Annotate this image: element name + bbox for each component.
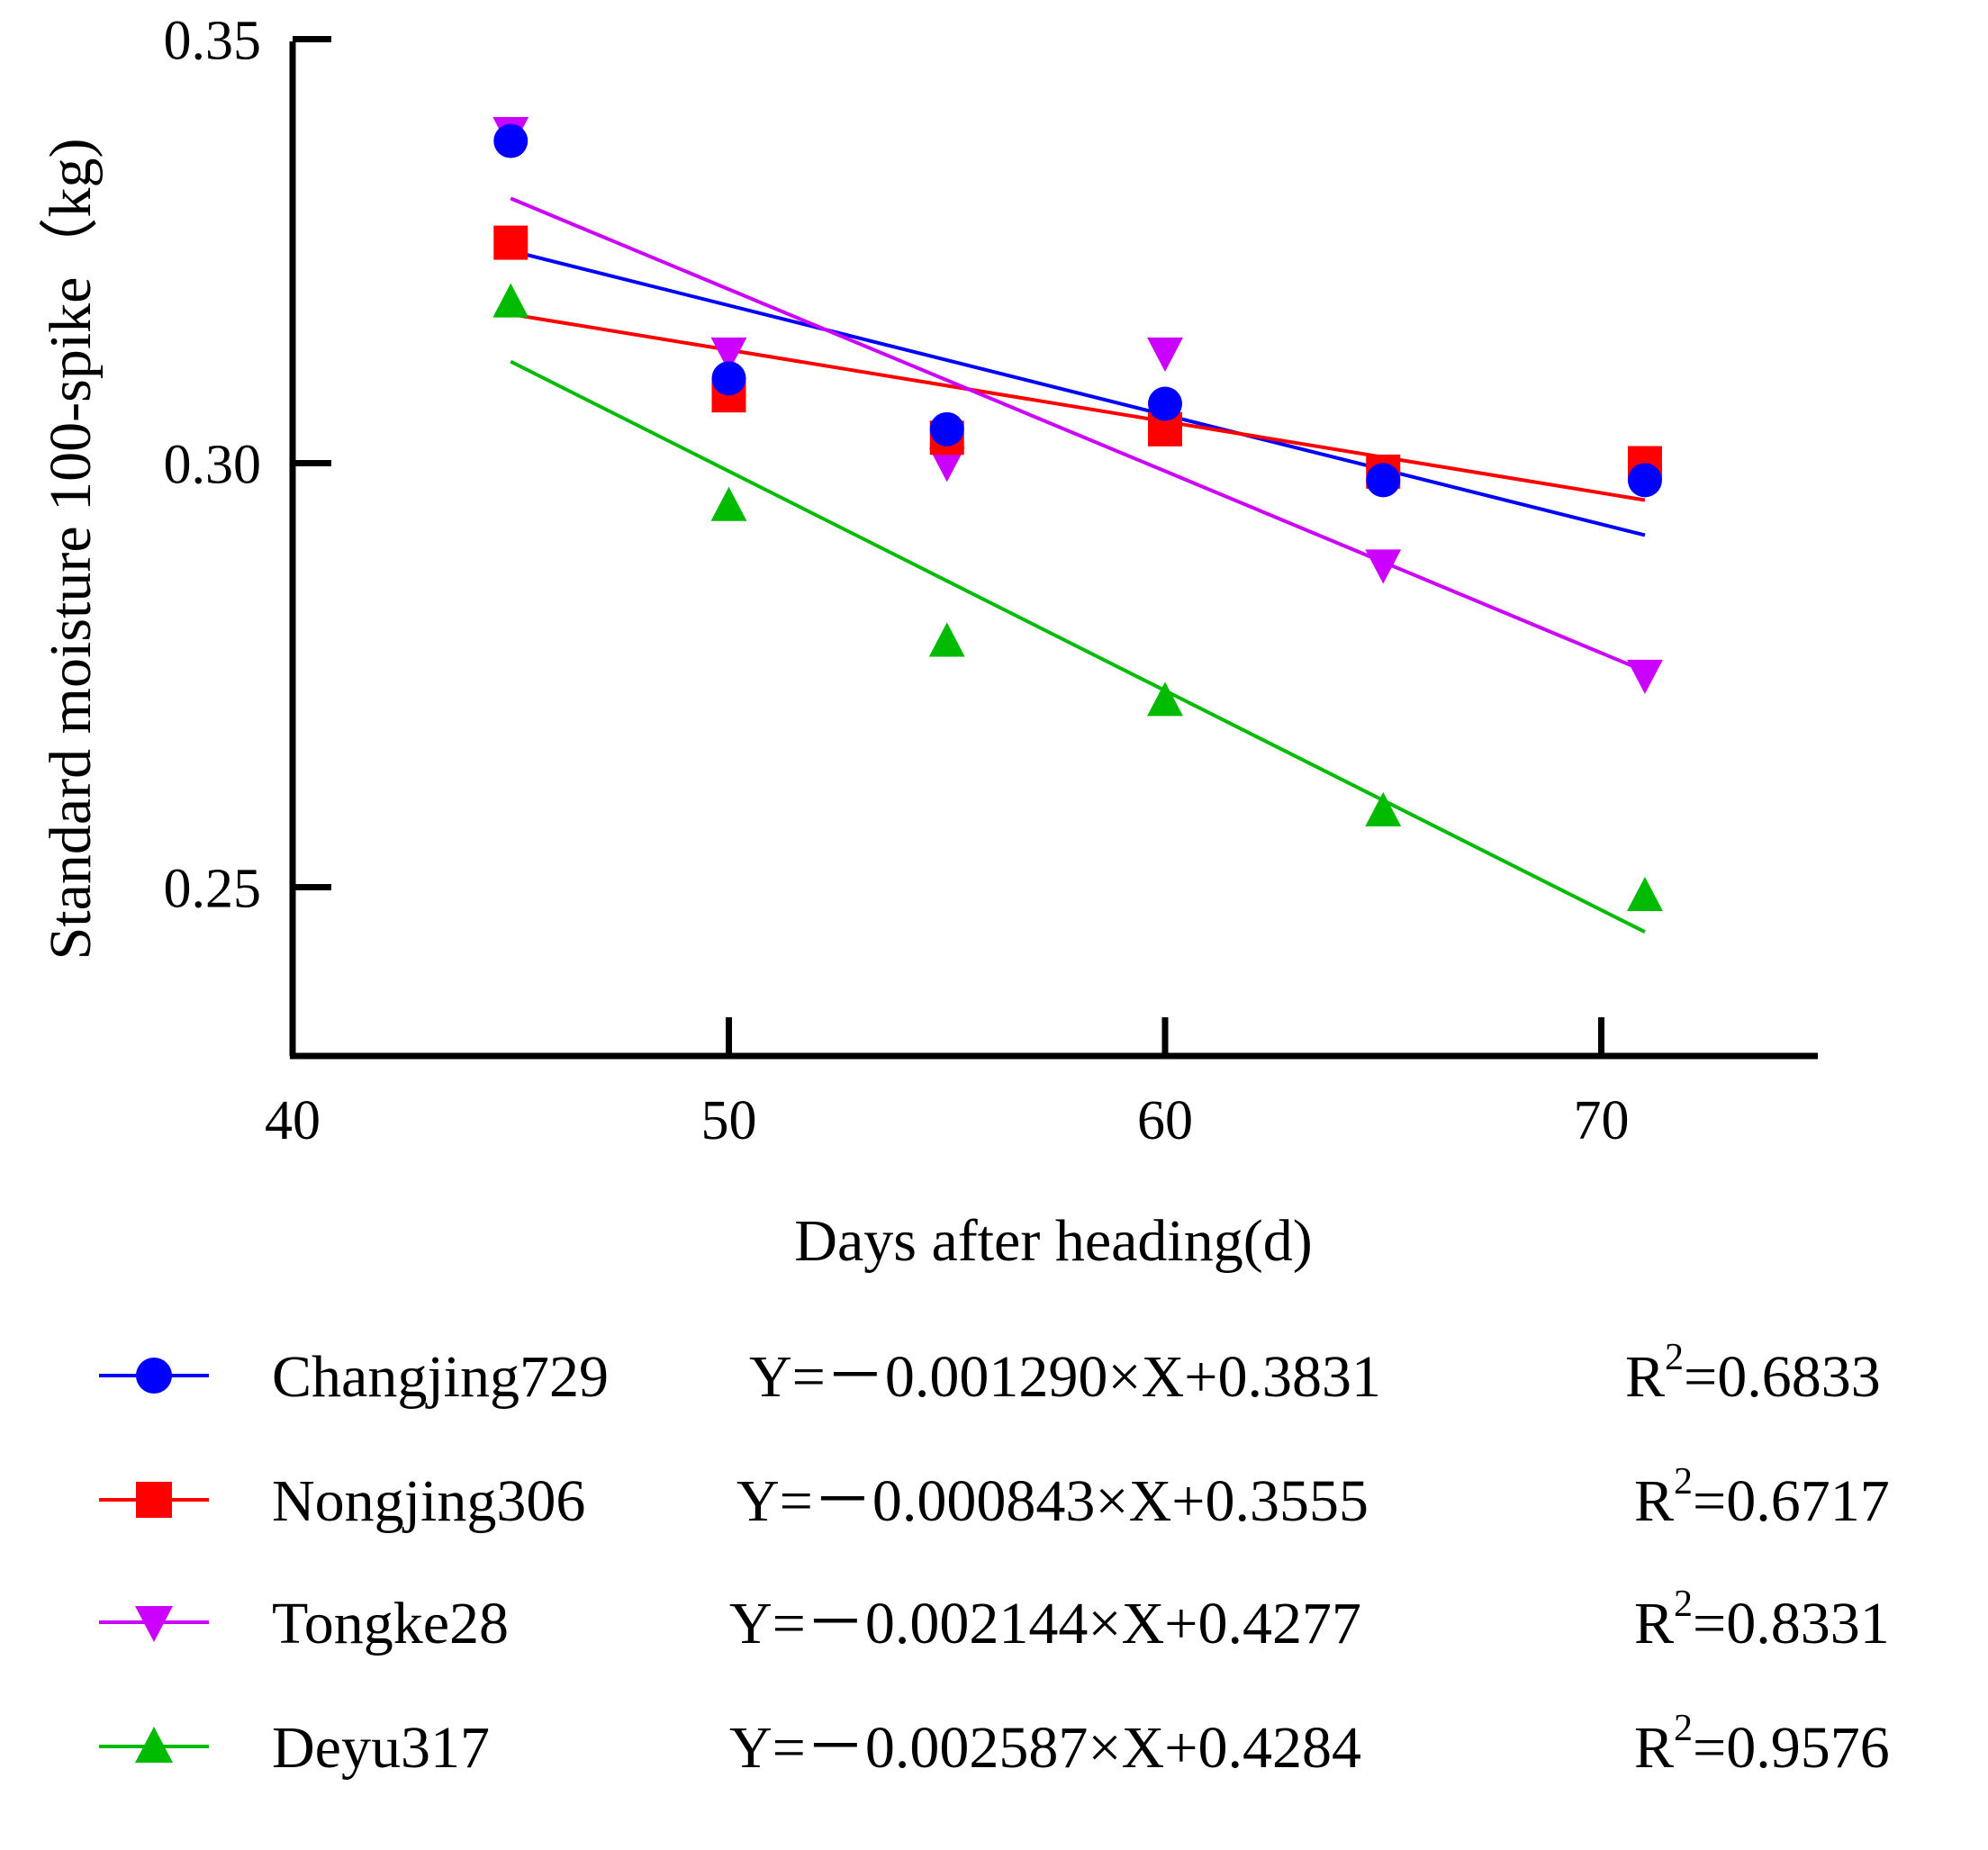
- data-point-changjing729: [929, 411, 964, 447]
- legend-equation: Y=－0.002587×X+0.4284: [729, 1715, 1361, 1781]
- y-tick-label: 0.30: [164, 435, 262, 496]
- data-point-tongke28: [1365, 549, 1402, 584]
- data-point-deyu317: [492, 283, 529, 318]
- legend-r-value: =0.9576: [1693, 1715, 1890, 1781]
- legend-r-superscript: 2: [1665, 1337, 1684, 1378]
- y-axis-title: Standard moisture 100-spike（kg): [38, 139, 104, 961]
- data-point-deyu317: [928, 622, 965, 657]
- data-point-changjing729: [711, 361, 746, 396]
- legend-equation: Y=－0.002144×X+0.4277: [729, 1591, 1361, 1656]
- legend-r-letter: R: [1625, 1344, 1665, 1410]
- data-point-tongke28: [1147, 337, 1183, 372]
- legend-swatch-marker: [135, 1727, 173, 1764]
- legend-swatch-marker: [136, 1482, 172, 1518]
- legend-equation: Y=－0.000843×X+0.3555: [736, 1468, 1369, 1534]
- legend-r-value: =0.8331: [1693, 1591, 1890, 1656]
- data-point-changjing729: [1627, 463, 1662, 498]
- legend-series-name: Nongjing306: [272, 1468, 585, 1534]
- y-tick-label: 0.25: [164, 859, 262, 920]
- legend-swatch-marker: [135, 1605, 173, 1642]
- legend-series-name: Tongke28: [272, 1591, 509, 1656]
- legend-swatch-marker: [136, 1358, 172, 1394]
- data-points: [492, 116, 1663, 912]
- legend-item-tongke28: Tongke28 Y=－0.002144×X+0.4277 R2=0.8331: [99, 1584, 1890, 1656]
- legend-item-changjing729: Changjing729 Y=－0.001290×X+0.3831 R2=0.683…: [99, 1337, 1881, 1410]
- legend-equation: Y=－0.001290×X+0.3831: [749, 1344, 1381, 1410]
- legend: Changjing729 Y=－0.001290×X+0.3831 R2=0.683…: [99, 1337, 1890, 1781]
- data-point-deyu317: [1147, 681, 1183, 717]
- x-tick-label: 50: [701, 1090, 757, 1151]
- data-point-deyu317: [1627, 877, 1663, 912]
- data-point-deyu317: [710, 486, 747, 521]
- data-point-tongke28: [1627, 659, 1663, 694]
- legend-r-squared: R2=0.6717: [1634, 1461, 1890, 1534]
- legend-series-name: Deyu317: [272, 1715, 490, 1781]
- legend-r-superscript: 2: [1674, 1584, 1693, 1625]
- data-point-changjing729: [1148, 386, 1182, 421]
- legend-r-squared: R2=0.6833: [1625, 1337, 1881, 1410]
- data-point-nongjing306: [493, 225, 529, 260]
- legend-r-letter: R: [1634, 1715, 1674, 1781]
- legend-r-letter: R: [1634, 1591, 1674, 1656]
- x-ticks: 40 50 60 70: [265, 1017, 1630, 1151]
- legend-r-superscript: 2: [1674, 1461, 1693, 1503]
- x-tick-label: 60: [1137, 1090, 1193, 1151]
- data-point-changjing729: [493, 123, 529, 158]
- data-point-tongke28: [928, 447, 965, 483]
- x-tick-label: 40: [265, 1090, 321, 1151]
- fit-line-deyu317: [510, 359, 1646, 934]
- legend-r-superscript: 2: [1674, 1708, 1693, 1749]
- legend-r-letter: R: [1634, 1468, 1674, 1534]
- y-ticks: 0.25 0.30 0.35: [164, 11, 331, 920]
- x-tick-label: 70: [1574, 1090, 1630, 1151]
- data-point-deyu317: [1365, 791, 1402, 826]
- legend-r-squared: R2=0.9576: [1634, 1708, 1890, 1781]
- legend-series-name: Changjing729: [272, 1344, 609, 1410]
- legend-r-value: =0.6833: [1684, 1344, 1881, 1410]
- fit-line-changjing729: [510, 248, 1646, 537]
- data-point-tongke28: [710, 337, 747, 372]
- x-axis-title: Days after heading(d): [794, 1208, 1312, 1274]
- fit-line-nongjing306: [510, 312, 1646, 502]
- legend-r-squared: R2=0.8331: [1634, 1584, 1890, 1656]
- fit-line-tongke28: [510, 196, 1646, 673]
- legend-item-nongjing306: Nongjing306 Y=－0.000843×X+0.3555 R2=0.6717: [99, 1461, 1890, 1534]
- fit-lines: [510, 196, 1646, 934]
- legend-item-deyu317: Deyu317 Y=－0.002587×X+0.4284 R2=0.9576: [99, 1708, 1890, 1781]
- y-tick-label: 0.35: [164, 11, 262, 72]
- legend-r-value: =0.6717: [1693, 1468, 1890, 1534]
- data-point-changjing729: [1366, 463, 1401, 498]
